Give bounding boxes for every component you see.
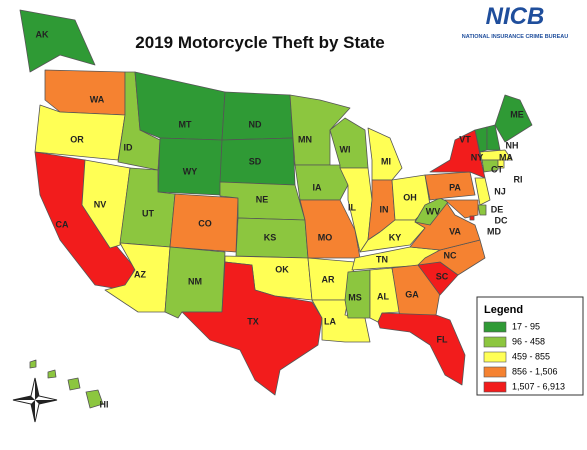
state-label: MS [348,292,362,302]
state-label: WY [183,166,198,176]
state-label: AL [377,291,389,301]
state-label: FL [437,334,448,344]
state-label: VA [449,226,461,236]
state-shape [289,94,351,166]
state-label: CT [491,164,503,174]
state-label: TN [376,254,388,264]
state-label: VT [459,134,471,144]
state-label: NJ [494,186,506,196]
state-shape [29,359,104,409]
state-shape [429,129,486,179]
legend-swatch [483,351,507,363]
state-label: DE [491,204,504,214]
state-shape [367,127,403,181]
state-label: RI [514,174,523,184]
state-label: LA [324,316,336,326]
state-label: MO [318,232,333,242]
legend-swatch [483,336,507,348]
state-label: OR [70,134,84,144]
state-labels: WA OR CA NV ID MT WY UT CO AZ NM ND SD NE KS OK TX MN IA MO… [36,29,524,409]
state-label: WA [90,94,105,104]
state-label: IN [380,204,389,214]
state-label: NV [94,199,107,209]
state-shape [134,71,226,141]
state-label: DC [495,215,508,225]
state-label: OH [403,192,417,202]
state-label: ME [510,109,524,119]
state-label: IA [313,182,323,192]
state-label: IL [348,202,357,212]
legend-label: 1,507 - 6,913 [512,381,565,391]
state-shape [19,9,96,73]
state-shape [477,204,487,216]
state-label: ND [249,119,262,129]
state-shape [474,177,491,206]
state-label: NE [256,194,269,204]
state-shape [359,219,426,253]
state-shape [469,215,475,221]
state-label: NM [188,276,202,286]
legend-title: Legend [484,304,523,316]
states [19,9,533,409]
state-label: MN [298,134,312,144]
state-label: PA [449,182,461,192]
state-label: SC [436,271,449,281]
state-shape [81,159,131,249]
legend-label: 96 - 458 [512,336,545,346]
state-label: AK [36,29,49,39]
state-label: SD [249,156,262,166]
state-shape [479,149,513,161]
legend-label: 17 - 95 [512,321,540,331]
state-shape [424,171,476,201]
state-label: MT [179,119,192,129]
state-label: GA [405,289,419,299]
state-shape [329,117,369,169]
state-shape [294,164,349,201]
state-shape [344,269,371,319]
legend-swatch [483,366,507,378]
state-label: CO [198,218,212,228]
state-shape [444,199,479,219]
state-shape [44,69,126,116]
state-shape [377,312,466,386]
state-label: KY [389,232,402,242]
state-label: MD [487,226,501,236]
state-label: WV [426,206,441,216]
state-shape [494,94,533,143]
state-label: NH [506,140,519,150]
legend-label: 856 - 1,506 [512,366,558,376]
logo: NICB [486,3,545,30]
state-label: WI [340,144,351,154]
state-shape [221,91,294,141]
state-label: MA [499,152,513,162]
state-label: KS [264,232,277,242]
state-label: CA [56,219,69,229]
legend-swatch [483,321,507,333]
state-shape [497,159,505,169]
state-label: NY [471,152,484,162]
state-shape [481,159,499,173]
legend-label: 459 - 855 [512,351,550,361]
state-label: AR [322,274,335,284]
state-label: AZ [134,269,146,279]
state-label: UT [142,208,154,218]
legend: Legend 17 - 95 96 - 458 459 - 855 856 - 1,5… [476,296,584,396]
state-label: OK [275,264,289,274]
map-title: 2019 Motorcycle Theft by State [135,33,384,52]
state-label: MI [381,156,391,166]
state-label: TX [247,316,259,326]
state-label: ID [124,142,134,152]
compass-rose [12,377,58,423]
legend-swatch [483,381,507,393]
logo-tagline: NATIONAL INSURANCE CRIME BUREAU [462,34,568,40]
state-label: HI [100,399,109,409]
state-label: NC [444,250,457,260]
state-shape [181,261,323,396]
